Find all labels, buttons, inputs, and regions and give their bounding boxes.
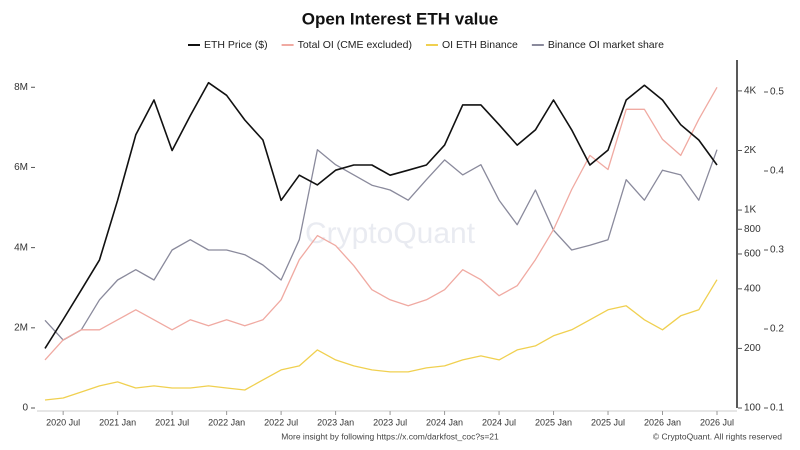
copyright: © CryptoQuant. All rights reserved bbox=[653, 431, 782, 441]
y2ticks-tick-label: 0.4 bbox=[770, 166, 784, 177]
chart-title: Open Interest ETH value bbox=[302, 9, 499, 28]
x-tick-label: 2025 Jan bbox=[535, 417, 572, 427]
y3ticks-tick-label: 800 bbox=[744, 224, 761, 235]
x-tick-label: 2023 Jan bbox=[317, 417, 354, 427]
x-tick-label: 2022 Jan bbox=[208, 417, 245, 427]
series-line bbox=[44, 86, 718, 361]
x-tick-label: 2022 Jul bbox=[264, 417, 298, 427]
legend-label: Total OI (CME excluded) bbox=[298, 39, 412, 51]
x-tick-label: 2023 Jul bbox=[373, 417, 407, 427]
series-line bbox=[44, 149, 718, 341]
y2ticks-tick-label: 0.5 bbox=[770, 87, 784, 98]
legend-label: OI ETH Binance bbox=[442, 39, 518, 51]
x-tick-label: 2024 Jan bbox=[426, 417, 463, 427]
x-tick-label: 2026 Jan bbox=[644, 417, 681, 427]
legend-label: Binance OI market share bbox=[548, 39, 664, 51]
x-tick-label: 2024 Jul bbox=[482, 417, 516, 427]
y3ticks-tick-label: 4K bbox=[744, 86, 757, 97]
y3ticks-tick-label: 600 bbox=[744, 249, 761, 260]
y3ticks-tick-label: 2K bbox=[744, 145, 757, 156]
y2ticks-tick-label: 0.3 bbox=[770, 245, 784, 256]
yticks-tick-label: 4M bbox=[14, 242, 28, 253]
y3ticks-tick-label: 400 bbox=[744, 283, 761, 294]
x-tick-label: 2026 Jul bbox=[700, 417, 734, 427]
y3ticks-tick-label: 200 bbox=[744, 343, 761, 354]
y2ticks-tick-label: 0.1 bbox=[770, 403, 784, 414]
y2ticks-tick-label: 0.2 bbox=[770, 324, 784, 335]
x-tick-label: 2020 Jul bbox=[46, 417, 80, 427]
legend-label: ETH Price ($) bbox=[204, 39, 268, 51]
yticks-tick-label: 6M bbox=[14, 162, 28, 173]
yticks-tick-label: 8M bbox=[14, 82, 28, 93]
x-tick-label: 2021 Jan bbox=[99, 417, 136, 427]
x-tick-label: 2021 Jul bbox=[155, 417, 189, 427]
series-line bbox=[44, 81, 718, 349]
yticks-tick-label: 0 bbox=[22, 403, 28, 414]
watermark: CryptoQuant bbox=[305, 217, 476, 250]
yticks-tick-label: 2M bbox=[14, 322, 28, 333]
footer: More insight by following https://x.com/… bbox=[281, 431, 499, 441]
y3ticks-tick-label: 1K bbox=[744, 205, 757, 216]
series-line bbox=[44, 279, 718, 401]
y3ticks-tick-label: 100 bbox=[744, 403, 761, 414]
x-tick-label: 2025 Jul bbox=[591, 417, 625, 427]
